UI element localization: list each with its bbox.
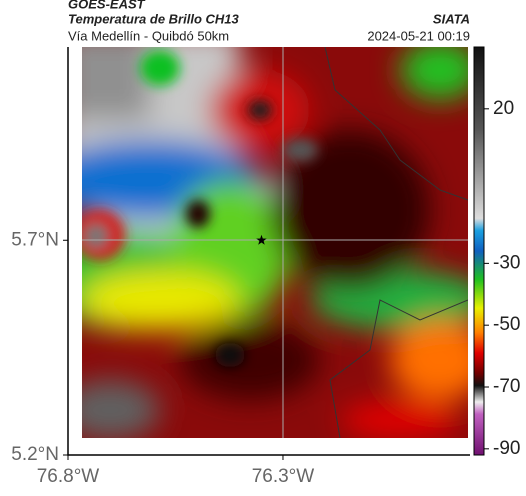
x-tick-label: 76.8°W	[37, 466, 100, 487]
satellite-image	[82, 47, 468, 438]
x-tick-label: 76.3°W	[252, 466, 315, 487]
location-marker	[256, 234, 267, 245]
y-tick-label: 5.2°N	[11, 444, 59, 465]
timestamp: 2024-05-21 00:19	[367, 28, 470, 43]
route: Vía Medellín - Quibdó 50km	[68, 28, 229, 43]
y-tick-label: 5.7°N	[11, 229, 59, 250]
colorbar-tick-label: -90	[493, 438, 520, 459]
title: GOES-EAST	[68, 0, 146, 11]
colorbar	[473, 46, 485, 456]
colorbar-tick-label: -50	[493, 314, 520, 335]
colorbar-tick-label: -30	[493, 252, 520, 273]
colorbar-tick-label: -70	[493, 376, 520, 397]
colorbar-tick-label: 20	[493, 98, 514, 119]
subtitle: Temperatura de Brillo CH13	[68, 11, 240, 26]
source: SIATA	[433, 11, 470, 26]
